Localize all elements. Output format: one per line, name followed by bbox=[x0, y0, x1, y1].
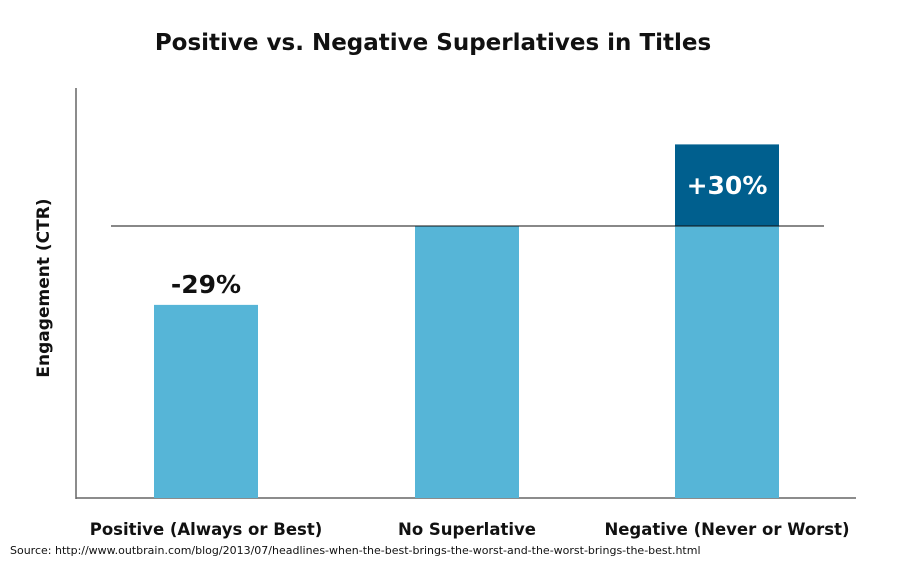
data-label: +30% bbox=[687, 171, 768, 200]
bar-negative-never-or-worst bbox=[675, 226, 779, 498]
bar-no-superlative bbox=[415, 226, 519, 498]
x-tick-label: Positive (Always or Best) bbox=[90, 520, 323, 539]
x-tick-label: Negative (Never or Worst) bbox=[604, 520, 849, 539]
source-note: Source: http://www.outbrain.com/blog/201… bbox=[10, 544, 701, 557]
chart-title: Positive vs. Negative Superlatives in Ti… bbox=[154, 30, 712, 56]
data-label: -29% bbox=[171, 270, 241, 299]
x-tick-label: No Superlative bbox=[398, 520, 536, 539]
bar-positive-always-or-best bbox=[154, 304, 258, 498]
bar-increase-negative-never-or-worst bbox=[675, 144, 779, 226]
